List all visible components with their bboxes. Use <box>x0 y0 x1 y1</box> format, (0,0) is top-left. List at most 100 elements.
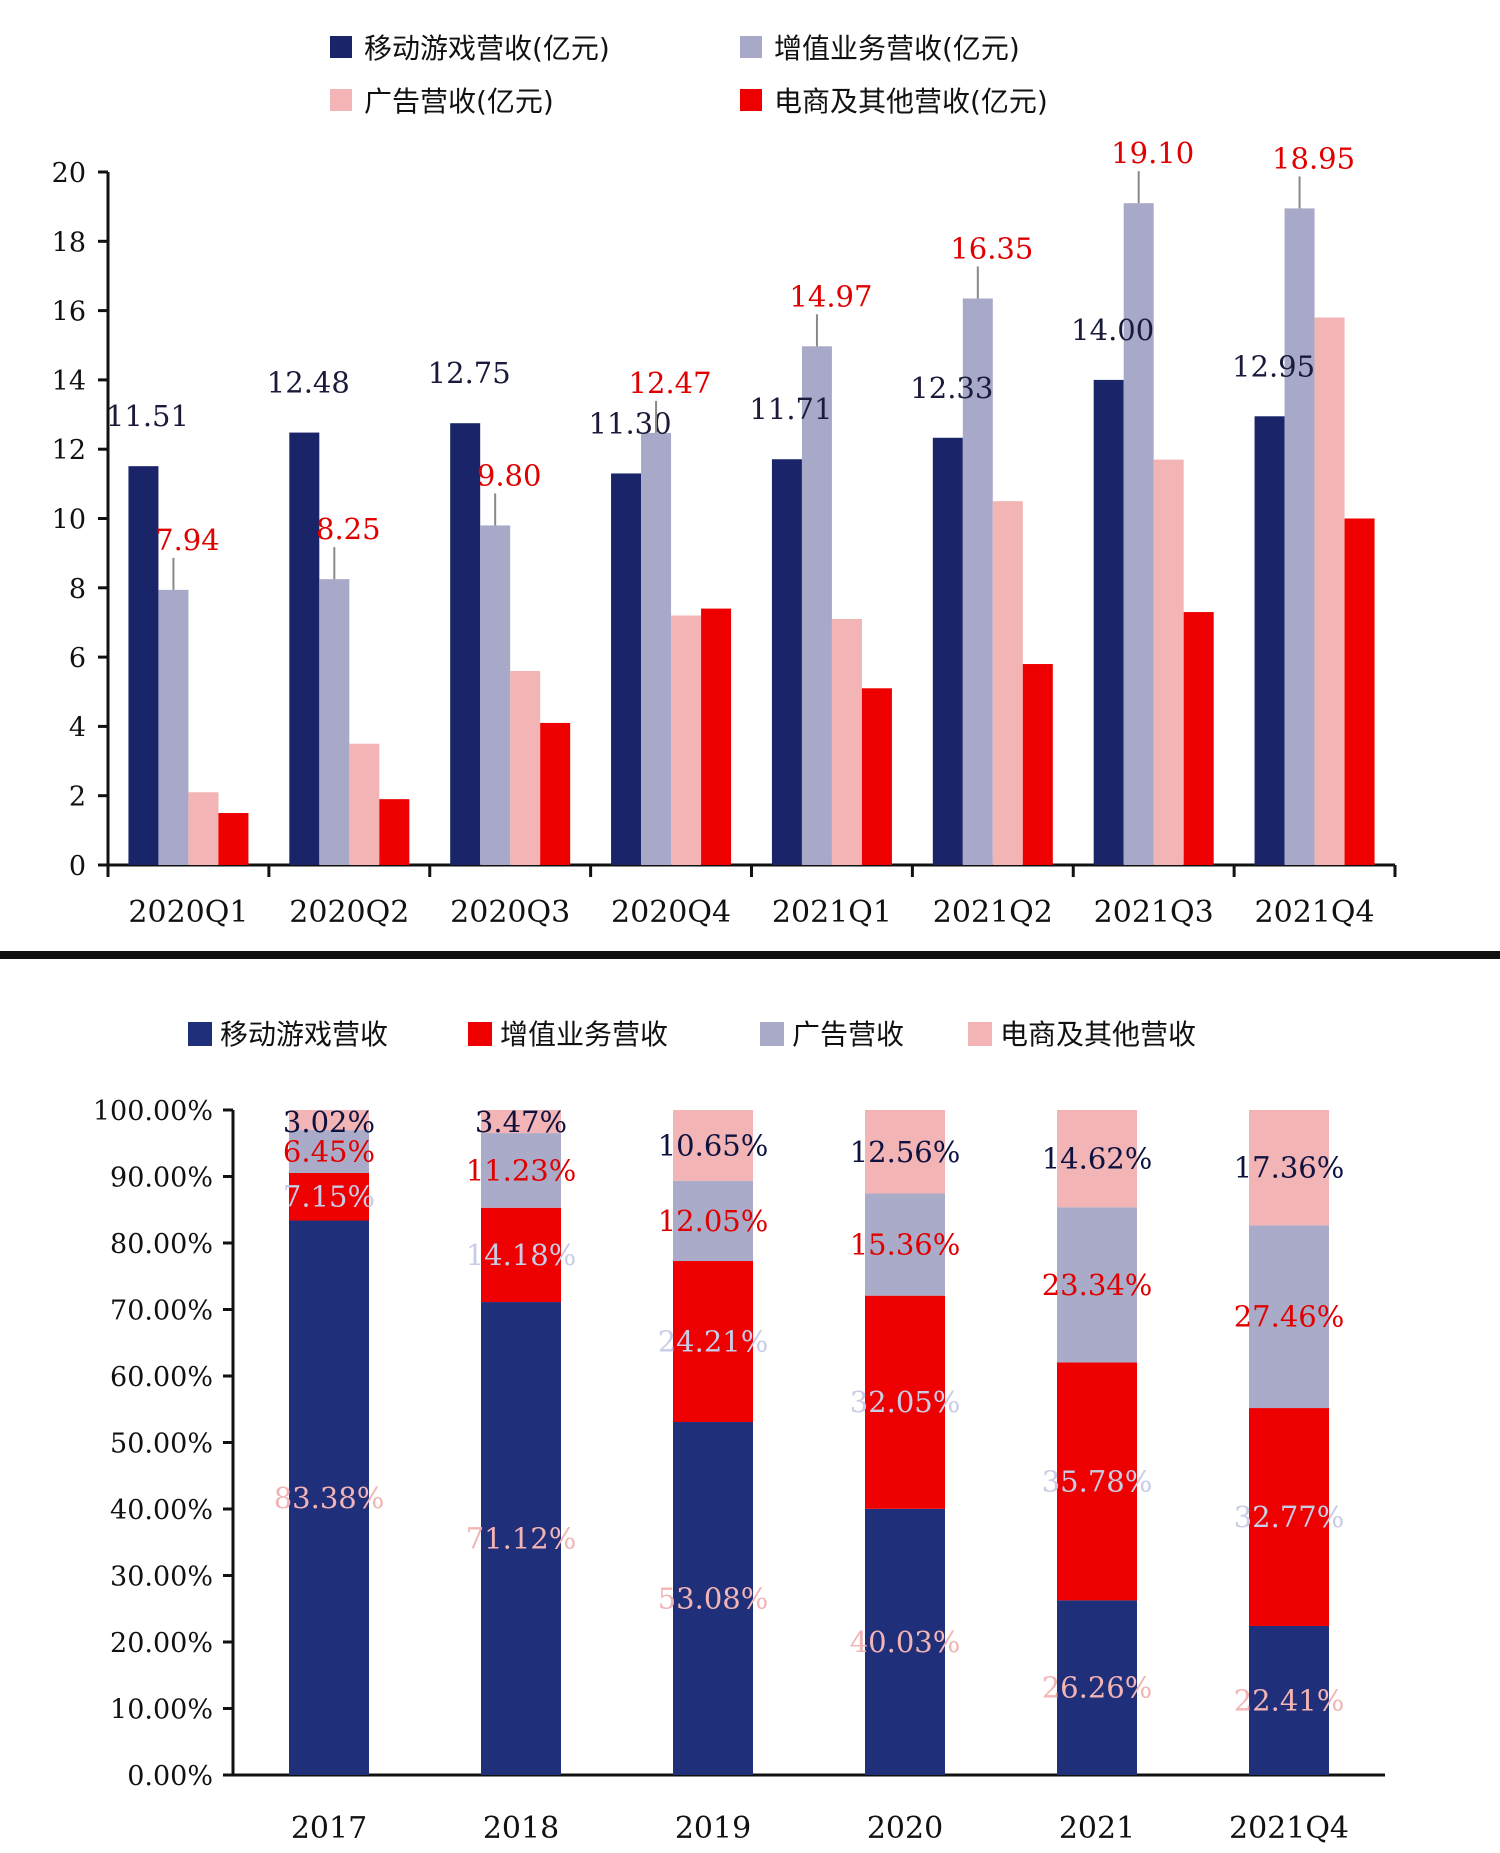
bar <box>801 346 832 865</box>
bar <box>349 743 380 865</box>
bar <box>379 799 410 865</box>
bar <box>962 298 993 865</box>
bar <box>701 608 732 865</box>
y-tick-label: 14 <box>52 366 86 397</box>
bar <box>1344 518 1375 865</box>
y-tick-label: 8 <box>69 574 86 605</box>
bar-segment <box>1249 1408 1329 1626</box>
bar-segment <box>865 1110 945 1194</box>
y-tick-label: 50.00% <box>110 1429 213 1460</box>
y-tick-label: 90.00% <box>110 1163 213 1194</box>
bar-segment <box>481 1207 561 1303</box>
bar <box>128 466 159 865</box>
data-label: 14.18% <box>466 1238 577 1272</box>
bar-segment <box>673 1261 753 1423</box>
data-label: 18.95 <box>1272 141 1355 175</box>
y-tick-label: 10 <box>52 505 86 536</box>
data-label: 12.95 <box>1232 349 1315 383</box>
bar <box>1183 612 1214 865</box>
y-tick-label: 0 <box>69 851 86 882</box>
legend-swatch <box>330 89 352 111</box>
x-category-label: 2017 <box>291 1811 367 1846</box>
data-label: 19.10 <box>1111 136 1194 170</box>
bar <box>540 722 571 865</box>
bar <box>771 459 802 865</box>
y-tick-label: 4 <box>69 712 86 743</box>
y-tick-label: 30.00% <box>110 1562 213 1593</box>
data-label: 23.34% <box>1042 1268 1153 1302</box>
data-label: 15.36% <box>850 1228 961 1262</box>
revenue-share-chart: 移动游戏营收 增值业务营收 广告营收 电商及其他营收 0.00% 10.00% 20.00%… <box>93 1018 1385 1846</box>
legend-swatch <box>740 89 762 111</box>
y-tick-label: 18 <box>52 227 86 258</box>
x-category-label: 2020Q4 <box>611 895 731 930</box>
data-label: 35.78% <box>1042 1464 1153 1498</box>
legend-label: 电商及其他营收(亿元) <box>774 85 1048 118</box>
bar <box>450 423 481 865</box>
y-tick-label: 60.00% <box>110 1362 213 1393</box>
x-category-label: 2021 <box>1059 1811 1135 1846</box>
bar <box>932 437 963 865</box>
data-label: 12.56% <box>850 1135 961 1169</box>
data-label: 12.33 <box>910 371 993 405</box>
bar <box>319 579 350 865</box>
bar-segment <box>865 1508 945 1775</box>
data-label: 83.38% <box>274 1481 385 1515</box>
legend-label: 移动游戏营收 <box>220 1018 388 1051</box>
x-category-label: 2021Q3 <box>1094 895 1214 930</box>
data-label: 11.71 <box>749 392 832 426</box>
bar <box>218 813 249 865</box>
bar-segment <box>673 1110 753 1181</box>
y-tick-label: 100.00% <box>93 1096 213 1127</box>
legend-label: 移动游戏营收(亿元) <box>364 32 610 65</box>
x-category-label: 2021Q1 <box>772 895 892 930</box>
y-tick-label: 2 <box>69 782 86 813</box>
bar-segment <box>1249 1225 1329 1409</box>
data-label: 3.47% <box>475 1105 567 1139</box>
bar <box>289 432 320 865</box>
bar <box>1123 203 1154 865</box>
data-label: 3.02% <box>283 1105 375 1139</box>
y-tick-label: 0.00% <box>127 1761 213 1792</box>
bar-segment <box>1249 1625 1329 1775</box>
data-label: 12.48 <box>267 366 350 400</box>
y-tick-label: 20 <box>52 158 86 189</box>
legend-swatch <box>968 1022 992 1046</box>
data-label: 17.36% <box>1234 1151 1345 1185</box>
legend-swatch <box>188 1022 212 1046</box>
data-label: 22.41% <box>1234 1683 1345 1717</box>
bar <box>1254 416 1285 865</box>
bar-segment <box>865 1295 945 1509</box>
legend-swatch <box>760 1022 784 1046</box>
data-label: 10.65% <box>658 1128 769 1162</box>
y-tick-label: 10.00% <box>110 1695 213 1726</box>
bar <box>188 792 219 865</box>
data-label: 24.21% <box>658 1325 769 1359</box>
x-category-label: 2020Q3 <box>450 895 570 930</box>
y-tick-label: 6 <box>69 643 86 674</box>
data-label: 14.00 <box>1071 313 1154 347</box>
bar <box>611 473 642 865</box>
bar <box>671 615 702 865</box>
data-label: 71.12% <box>466 1522 577 1556</box>
bar <box>1314 317 1345 865</box>
bar-segment <box>1057 1600 1137 1775</box>
legend-label: 广告营收 <box>792 1018 904 1051</box>
bar-segment <box>481 1302 561 1775</box>
y-tick-label: 80.00% <box>110 1229 213 1260</box>
legend-swatch <box>740 36 762 58</box>
bar <box>641 432 672 865</box>
data-label: 32.77% <box>1234 1500 1345 1534</box>
data-label: 7.94 <box>155 523 220 557</box>
data-label: 32.05% <box>850 1385 961 1419</box>
bar-segment <box>289 1172 369 1221</box>
data-label: 11.51 <box>106 399 189 433</box>
bar <box>480 525 511 865</box>
bar-segment <box>481 1133 561 1208</box>
x-category-label: 2021Q2 <box>933 895 1053 930</box>
x-category-label: 2021Q4 <box>1255 895 1375 930</box>
data-label: 7.15% <box>283 1180 375 1214</box>
bar <box>992 501 1023 865</box>
bar <box>1022 664 1053 865</box>
